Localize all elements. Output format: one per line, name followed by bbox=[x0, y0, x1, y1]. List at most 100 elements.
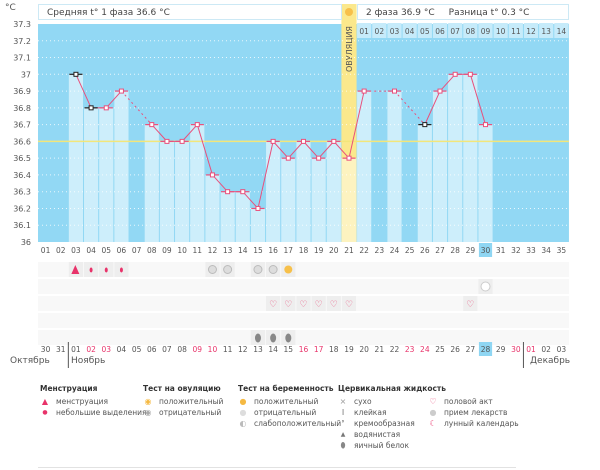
y-tick-label: 36.3 bbox=[13, 188, 31, 197]
temperature-line bbox=[424, 90, 441, 125]
temperature-line bbox=[287, 141, 304, 159]
month-december: Декабрь bbox=[530, 356, 571, 366]
egg-white-icon bbox=[254, 333, 261, 343]
cycle-day-label: 03 bbox=[71, 246, 81, 255]
temperature-point bbox=[194, 122, 200, 128]
y-tick-label: 36 bbox=[21, 238, 31, 247]
phase2-day-label: 10 bbox=[496, 27, 506, 36]
phase2-summary: 2 фаза 36.9 °C Разница t° 0.3 °C bbox=[357, 4, 569, 20]
temperature-point bbox=[285, 155, 291, 161]
temperature-point bbox=[88, 105, 94, 111]
phase2-day-cell bbox=[508, 23, 523, 38]
temperature-bar bbox=[311, 158, 326, 242]
watery-icon: ▲ bbox=[340, 431, 346, 438]
moon-icon: ☾ bbox=[429, 419, 437, 428]
temperature-bar bbox=[250, 208, 266, 242]
temperature-bar bbox=[220, 191, 235, 242]
phase2-day-cell bbox=[432, 23, 448, 38]
legend-label: менструация bbox=[56, 397, 108, 406]
temperature-bar bbox=[417, 124, 432, 242]
phase1-average: Средняя t° 1 фаза 36.6 °C bbox=[47, 8, 170, 18]
phase2-day-label: 06 bbox=[435, 27, 445, 36]
pill-icon bbox=[480, 281, 491, 292]
legend-label: лунный календарь bbox=[444, 419, 519, 428]
date-label: 24 bbox=[420, 345, 430, 354]
y-tick-label: 36.9 bbox=[13, 87, 31, 96]
phase2-day-label: 02 bbox=[375, 27, 385, 36]
divider bbox=[38, 467, 516, 468]
date-label: 21 bbox=[375, 345, 385, 354]
phase2-day-cell bbox=[554, 23, 569, 38]
legend-title: Менструация bbox=[40, 384, 98, 393]
phase2-day-label: 13 bbox=[541, 27, 551, 36]
phase1-summary: Средняя t° 1 фаза 36.6 °C bbox=[38, 4, 342, 20]
date-label: 02 bbox=[541, 345, 551, 354]
temperature-difference: Разница t° 0.3 °C bbox=[448, 8, 530, 18]
cycle-day-label: 07 bbox=[132, 246, 142, 255]
temperature-line bbox=[469, 74, 486, 125]
temperature-point bbox=[149, 122, 155, 128]
date-label: 27 bbox=[466, 345, 476, 354]
marker-cell bbox=[463, 296, 478, 311]
temperature-line bbox=[181, 124, 198, 142]
dry-icon: × bbox=[339, 397, 347, 406]
date-label: 13 bbox=[253, 345, 263, 354]
legend-other: ♡ половой акт ● прием лекарств ☾ лунный кал… bbox=[428, 396, 519, 429]
pregnancy-weak-icon: ◐ bbox=[239, 419, 247, 428]
ovulation-positive-icon: ◉ bbox=[144, 397, 152, 406]
marker-cell bbox=[341, 296, 357, 311]
ovulation-negative-icon bbox=[253, 265, 263, 274]
temperature-line bbox=[257, 141, 274, 209]
ovulation-negative-icon bbox=[268, 265, 278, 274]
temperature-point bbox=[300, 138, 306, 144]
legend-label: положительный bbox=[159, 397, 224, 406]
legend-pregnancy-test: Тест на беременность ● положительный ● отр… bbox=[238, 384, 341, 429]
temperature-line bbox=[272, 141, 289, 159]
cycle-day-label: 09 bbox=[162, 246, 172, 255]
cycle-day-label: 34 bbox=[541, 246, 551, 255]
marker-row bbox=[38, 262, 569, 277]
temperature-bar bbox=[235, 191, 250, 242]
current-day-highlight bbox=[478, 243, 493, 257]
cycle-day-label: 20 bbox=[329, 246, 339, 255]
temperature-bar bbox=[266, 141, 281, 242]
spotting-icon bbox=[119, 267, 123, 273]
temperature-bar bbox=[114, 91, 129, 242]
temperature-point bbox=[483, 122, 489, 128]
sticky-icon: I bbox=[341, 408, 345, 417]
ovulation-positive-icon bbox=[284, 265, 293, 274]
legend-label: небольшие выделения bbox=[56, 408, 147, 417]
ovulation-bar bbox=[341, 158, 357, 242]
heart-icon: ♡ bbox=[466, 300, 474, 310]
spotting-icon bbox=[104, 267, 108, 273]
date-label: 01 bbox=[71, 345, 81, 354]
month-october: Октябрь bbox=[10, 356, 50, 366]
temperature-bar bbox=[326, 141, 341, 242]
legend-label: прием лекарств bbox=[444, 408, 508, 417]
date-label: 04 bbox=[117, 345, 127, 354]
temperature-point bbox=[467, 71, 473, 77]
phase2-day-cell bbox=[372, 23, 387, 38]
y-tick-label: 36.6 bbox=[13, 137, 31, 146]
cycle-day-label: 35 bbox=[557, 246, 567, 255]
temperature-line bbox=[318, 141, 335, 159]
date-label: 20 bbox=[359, 345, 369, 354]
legend-label: отрицательный bbox=[159, 408, 222, 417]
date-label: 29 bbox=[496, 345, 506, 354]
phase2-day-label: 11 bbox=[511, 27, 521, 36]
date-label: 31 bbox=[56, 345, 66, 354]
date-label: 06 bbox=[147, 345, 157, 354]
heart-icon: ♡ bbox=[284, 300, 292, 310]
date-label: 02 bbox=[86, 345, 96, 354]
unit-label: °C bbox=[5, 3, 16, 13]
temperature-point bbox=[422, 122, 428, 128]
temperature-point bbox=[391, 88, 397, 94]
ovulation-negative-icon bbox=[223, 265, 233, 274]
cycle-day-label: 11 bbox=[193, 246, 203, 255]
date-label: 08 bbox=[177, 345, 187, 354]
current-date-highlight bbox=[478, 342, 493, 356]
marker-cell bbox=[296, 296, 311, 311]
temperature-point bbox=[103, 105, 109, 111]
cycle-day-label: 08 bbox=[147, 246, 157, 255]
date-label: 28 bbox=[481, 345, 491, 354]
